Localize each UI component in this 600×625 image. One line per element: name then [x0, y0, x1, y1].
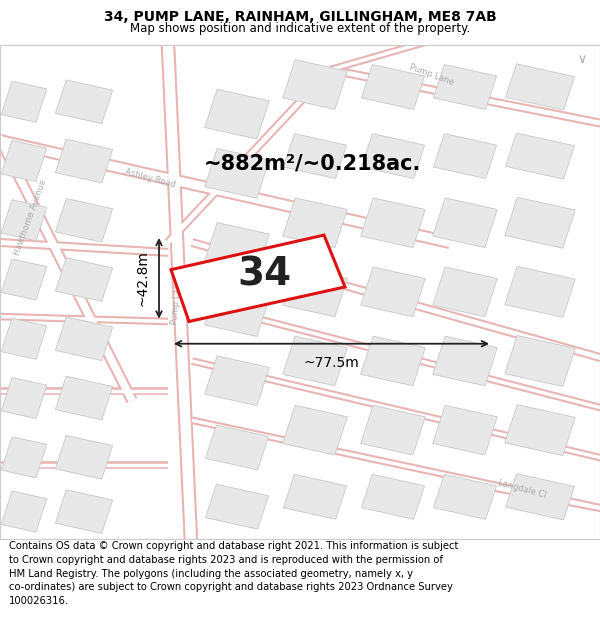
- Polygon shape: [283, 267, 347, 317]
- Polygon shape: [433, 134, 497, 179]
- Polygon shape: [55, 436, 113, 479]
- Polygon shape: [171, 235, 345, 321]
- Polygon shape: [433, 64, 497, 109]
- Polygon shape: [433, 336, 497, 386]
- Text: ∨: ∨: [577, 53, 587, 66]
- Polygon shape: [361, 336, 425, 386]
- Text: 34: 34: [237, 256, 291, 294]
- Polygon shape: [1, 318, 47, 359]
- Text: ~42.8m: ~42.8m: [136, 251, 150, 306]
- Polygon shape: [506, 474, 574, 520]
- Polygon shape: [505, 266, 575, 318]
- Polygon shape: [55, 80, 113, 124]
- Polygon shape: [361, 134, 425, 179]
- Text: Langdale Cl: Langdale Cl: [497, 479, 547, 500]
- Polygon shape: [205, 222, 269, 272]
- Polygon shape: [1, 491, 47, 532]
- Polygon shape: [1, 259, 47, 300]
- Polygon shape: [1, 141, 47, 181]
- Polygon shape: [433, 198, 497, 248]
- Polygon shape: [361, 64, 425, 109]
- Polygon shape: [205, 484, 269, 529]
- Polygon shape: [361, 474, 425, 519]
- Polygon shape: [506, 64, 574, 110]
- Text: Pump Lane: Pump Lane: [170, 278, 184, 326]
- Polygon shape: [283, 405, 347, 455]
- Text: ~77.5m: ~77.5m: [304, 356, 359, 370]
- Polygon shape: [1, 378, 47, 419]
- Polygon shape: [55, 376, 113, 420]
- Polygon shape: [205, 425, 269, 470]
- Polygon shape: [1, 437, 47, 478]
- Text: Pump Lane: Pump Lane: [409, 62, 455, 87]
- Polygon shape: [361, 198, 425, 248]
- Text: Map shows position and indicative extent of the property.: Map shows position and indicative extent…: [130, 22, 470, 35]
- Polygon shape: [506, 133, 574, 179]
- Polygon shape: [283, 336, 347, 386]
- Polygon shape: [505, 336, 575, 386]
- Polygon shape: [205, 356, 269, 406]
- Polygon shape: [55, 199, 113, 242]
- Polygon shape: [361, 267, 425, 317]
- Polygon shape: [505, 198, 575, 248]
- Text: Ashley Road: Ashley Road: [124, 168, 176, 189]
- Polygon shape: [1, 200, 47, 241]
- Text: Hawthorne Avenue: Hawthorne Avenue: [12, 179, 48, 257]
- Polygon shape: [205, 149, 269, 198]
- Polygon shape: [283, 59, 347, 109]
- Polygon shape: [1, 81, 47, 122]
- Text: 34, PUMP LANE, RAINHAM, GILLINGHAM, ME8 7AB: 34, PUMP LANE, RAINHAM, GILLINGHAM, ME8 …: [104, 10, 496, 24]
- Polygon shape: [55, 317, 113, 361]
- Polygon shape: [283, 474, 347, 519]
- Polygon shape: [283, 134, 347, 179]
- Polygon shape: [433, 474, 497, 519]
- Text: Contains OS data © Crown copyright and database right 2021. This information is : Contains OS data © Crown copyright and d…: [9, 541, 458, 606]
- Polygon shape: [205, 287, 269, 336]
- Polygon shape: [55, 139, 113, 183]
- Polygon shape: [433, 405, 497, 455]
- Text: ~882m²/~0.218ac.: ~882m²/~0.218ac.: [203, 154, 421, 174]
- Polygon shape: [55, 490, 113, 533]
- Polygon shape: [55, 258, 113, 301]
- Polygon shape: [283, 198, 347, 248]
- Polygon shape: [361, 405, 425, 455]
- Polygon shape: [205, 89, 269, 139]
- Polygon shape: [505, 404, 575, 456]
- Polygon shape: [433, 267, 497, 317]
